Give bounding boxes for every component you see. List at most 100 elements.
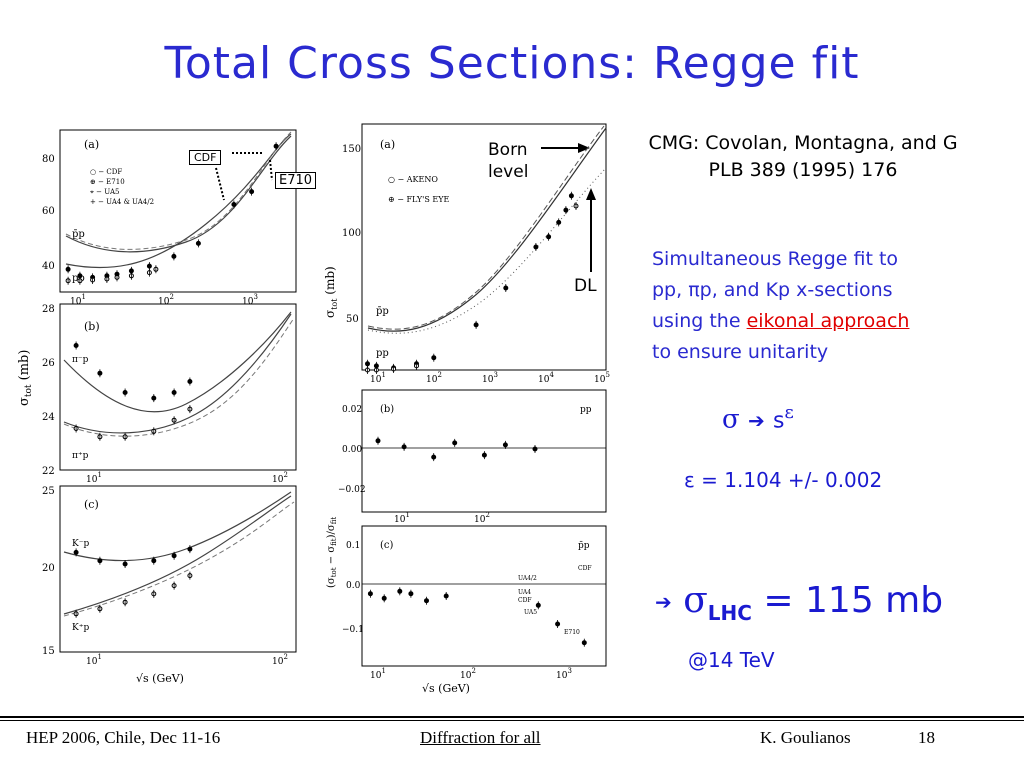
svg-text:101: 101 (394, 511, 410, 525)
svg-text:102: 102 (474, 511, 490, 525)
svg-text:102: 102 (426, 371, 442, 385)
formula-s: s (773, 408, 785, 434)
right-plots: σtot (mb) (a) 150 100 50 101 102 103 104… (312, 118, 612, 698)
svg-text:UA4/2: UA4/2 (518, 575, 537, 582)
lhc-sigma: σ (683, 580, 708, 621)
reference-line2: PLB 389 (1995) 176 (708, 159, 898, 181)
desc-line4: to ensure unitarity (652, 341, 829, 363)
level-text: level (488, 162, 529, 182)
e710-box: E710 (275, 172, 317, 189)
left-xlabel: √s (GeV) (136, 672, 184, 685)
formula-sigma: σ (722, 404, 740, 435)
svg-text:UA4: UA4 (518, 589, 531, 596)
svg-text:15: 15 (42, 646, 55, 657)
svg-text:π⁻p: π⁻p (72, 355, 89, 365)
svg-text:○ − AKENO: ○ − AKENO (388, 175, 438, 184)
footer-divider (0, 716, 1024, 718)
reference: CMG: Covolan, Montagna, and G PLB 389 (1… (608, 130, 998, 184)
lhc-value: = 115 mb (763, 580, 944, 621)
born-label: Born level (488, 139, 528, 183)
desc-line3: using the eikonal approach (652, 306, 982, 337)
cdf-box: CDF (189, 150, 222, 165)
footer-page: 18 (918, 728, 935, 747)
svg-text:105: 105 (594, 371, 610, 385)
svg-text:24: 24 (42, 412, 55, 423)
left-plots-svg: σtot (mb) (a) 80 60 40 101 102 103 p̄p p… (17, 129, 297, 685)
svg-text:√s (GeV): √s (GeV) (422, 682, 470, 695)
desc-using: using the (652, 310, 741, 332)
svg-text:(c): (c) (84, 498, 99, 511)
arrow-right-icon: ➔ (655, 590, 672, 614)
left-plots: σtot (mb) (a) 80 60 40 101 102 103 p̄p p… (6, 124, 302, 694)
svg-text:○ − CDF: ○ − CDF (90, 168, 122, 176)
tick-40: 40 (42, 261, 55, 272)
svg-text:103: 103 (482, 371, 498, 385)
svg-text:50: 50 (346, 314, 359, 325)
svg-text:(a): (a) (380, 138, 395, 151)
svg-text:(b): (b) (84, 320, 100, 333)
svg-text:E710: E710 (564, 629, 580, 636)
svg-text:−0.1: −0.1 (342, 625, 364, 635)
svg-text:(a): (a) (84, 138, 99, 151)
footer-center: Diffraction for all (420, 728, 541, 747)
right-data-points (365, 191, 587, 647)
lhc-prediction: ➔ σLHC = 115 mb (655, 580, 943, 625)
svg-text:0.1: 0.1 (346, 541, 360, 551)
epsilon-value: ε = 1.104 +/- 0.002 (684, 468, 883, 492)
svg-text:102: 102 (460, 667, 476, 681)
desc-line1: Simultaneous Regge fit to (652, 248, 899, 270)
svg-text:CDF: CDF (518, 597, 532, 604)
svg-text:(c): (c) (380, 540, 394, 551)
svg-text:101: 101 (370, 667, 386, 681)
footer-author: K. Goulianos (760, 728, 851, 747)
regge-formula: σ ➔ sε (722, 402, 794, 435)
svg-text:σtot (mb): σtot (mb) (323, 266, 339, 318)
svg-text:101: 101 (370, 371, 386, 385)
svg-text:0.00: 0.00 (342, 445, 362, 455)
svg-text:100: 100 (342, 228, 361, 239)
svg-text:150: 150 (342, 144, 361, 155)
svg-text:20: 20 (42, 563, 55, 574)
svg-text:(σtot − σfit)/σfit: (σtot − σfit)/σfit (326, 517, 338, 588)
svg-text:+ − UA4 & UA4/2: + − UA4 & UA4/2 (90, 198, 154, 206)
svg-text:K⁺p: K⁺p (72, 623, 89, 633)
svg-text:104: 104 (538, 371, 554, 385)
description: Simultaneous Regge fit to pp, πp, and Kp… (652, 244, 982, 368)
tick-60: 60 (42, 206, 55, 217)
lhc-sub: LHC (707, 601, 752, 626)
dl-label: DL (574, 276, 597, 296)
svg-text:103: 103 (556, 667, 572, 681)
footer-divider-2 (0, 720, 1024, 721)
right-plots-svg: σtot (mb) (a) 150 100 50 101 102 103 104… (323, 123, 610, 695)
born-text: Born (488, 140, 528, 160)
svg-text:25: 25 (42, 486, 55, 497)
svg-text:⊕ − E710: ⊕ − E710 (90, 178, 125, 186)
formula-exp: ε (784, 402, 794, 423)
svg-text:22: 22 (42, 466, 55, 477)
footer-left: HEP 2006, Chile, Dec 11-16 (26, 728, 221, 747)
reference-line1: CMG: Covolan, Montagna, and G (648, 132, 958, 154)
svg-text:0.02: 0.02 (342, 405, 362, 415)
svg-text:p̄p: p̄p (376, 306, 389, 317)
lhc-energy: @14 TeV (688, 648, 775, 672)
svg-text:p̄p: p̄p (578, 541, 590, 551)
svg-text:−0.02: −0.02 (338, 485, 366, 495)
tick-80: 80 (42, 154, 55, 165)
eikonal-link[interactable]: eikonal approach (746, 310, 910, 332)
slide-title: Total Cross Sections: Regge fit (164, 38, 860, 89)
svg-text:CDF: CDF (578, 565, 592, 572)
panel-c-frame: (c) 25 20 15 101 102 K⁻p K⁺p √s (GeV) (42, 485, 297, 685)
svg-text:p̄p: p̄p (72, 229, 85, 240)
left-data-points (65, 142, 279, 618)
svg-text:pp: pp (72, 273, 85, 284)
svg-text:28: 28 (42, 304, 55, 315)
arrow-right-icon: ➔ (748, 408, 765, 433)
desc-line2: pp, πp, and Kp x-sections (652, 279, 893, 301)
svg-text:pp: pp (580, 405, 592, 415)
panel-b-frame: (b) 28 26 24 22 101 102 π⁻p π⁺p (42, 303, 297, 485)
svg-text:π⁺p: π⁺p (72, 451, 89, 461)
svg-text:0.0: 0.0 (346, 581, 361, 591)
svg-text:(b): (b) (380, 404, 394, 415)
svg-text:UA5: UA5 (524, 609, 537, 616)
